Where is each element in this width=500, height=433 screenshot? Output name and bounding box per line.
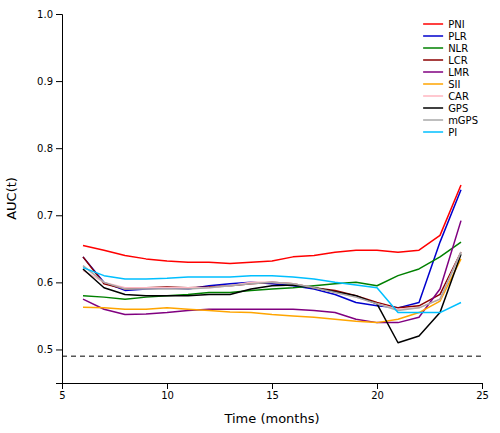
- y-tick: 0.7: [37, 210, 62, 221]
- legend-item: CAR: [423, 91, 469, 102]
- y-tick-mark: [56, 349, 62, 350]
- y-tick-label: 0.7: [37, 210, 53, 221]
- y-tick-mark: [56, 148, 62, 149]
- series-line: [83, 242, 461, 299]
- x-tick: 25: [476, 383, 489, 401]
- legend-label: mGPS: [448, 115, 478, 126]
- x-tick-mark: [272, 383, 273, 389]
- legend-swatch: [423, 131, 443, 133]
- y-tick: 0.9: [37, 76, 62, 87]
- chart-svg: 5 10 15 20 25 0.5 0.6 0.7 0.8 0.9 1.0 Time (months)…: [0, 0, 500, 433]
- plot-area: 5 10 15 20 25 0.5 0.6 0.7 0.8 0.9 1.0 Time (months)…: [4, 9, 489, 426]
- legend-label: CAR: [448, 91, 469, 102]
- legend-swatch: [423, 119, 443, 121]
- y-tick-label: 0.9: [37, 76, 53, 87]
- y-tick: 1.0: [37, 9, 62, 20]
- legend-item: LCR: [423, 55, 468, 66]
- y-tick: 0.5: [37, 344, 62, 355]
- legend-label: PLR: [448, 31, 467, 42]
- series-line: [83, 221, 461, 323]
- x-tick-label: 5: [59, 390, 65, 401]
- legend-swatch: [423, 95, 443, 97]
- x-tick: 15: [266, 383, 279, 401]
- y-tick-label: 1.0: [37, 9, 53, 20]
- legend-label: LCR: [448, 55, 468, 66]
- legend-item: SII: [423, 79, 460, 90]
- series-line: [83, 254, 461, 343]
- legend-item: NLR: [423, 43, 468, 54]
- y-tick-mark: [56, 14, 62, 15]
- x-tick: 5: [59, 383, 65, 401]
- y-axis-title: AUC(t): [4, 177, 19, 220]
- y-tick-mark: [56, 282, 62, 283]
- y-tick: 0.8: [37, 143, 62, 154]
- legend-swatch: [423, 23, 443, 25]
- legend-swatch: [423, 59, 443, 61]
- legend-item: mGPS: [423, 115, 478, 126]
- series-line: [83, 252, 461, 310]
- legend-item: PI: [423, 127, 457, 138]
- x-tick-label: 20: [371, 390, 384, 401]
- legend-item: GPS: [423, 103, 468, 114]
- y-tick-label: 0.6: [37, 277, 53, 288]
- x-tick-label: 10: [161, 390, 174, 401]
- legend-label: PNI: [448, 19, 464, 30]
- chart-container: 5 10 15 20 25 0.5 0.6 0.7 0.8 0.9 1.0 Time (months)…: [0, 0, 500, 433]
- legend-label: NLR: [448, 43, 468, 54]
- legend-item: LMR: [423, 67, 469, 78]
- x-tick-label: 25: [476, 390, 489, 401]
- legend-label: PI: [448, 127, 457, 138]
- x-tick-mark: [482, 383, 483, 389]
- legend-item: PNI: [423, 19, 464, 30]
- x-tick-label: 15: [266, 390, 279, 401]
- series-line: [83, 190, 461, 308]
- series-line: [83, 259, 461, 323]
- legend-label: LMR: [448, 67, 469, 78]
- legend-item: PLR: [423, 31, 467, 42]
- legend-label: SII: [448, 79, 460, 90]
- series-line: [83, 252, 461, 309]
- legend-swatch: [423, 71, 443, 73]
- x-tick-mark: [167, 383, 168, 389]
- legend-swatch: [423, 47, 443, 49]
- marks: [62, 185, 482, 356]
- legend-swatch: [423, 107, 443, 109]
- reference-line: [62, 356, 482, 357]
- series-line: [83, 185, 461, 263]
- y-tick-label: 0.8: [37, 143, 53, 154]
- y-tick-mark: [56, 81, 62, 82]
- y-axis: 0.5 0.6 0.7 0.8 0.9 1.0: [37, 9, 62, 384]
- y-tick-label: 0.5: [37, 344, 53, 355]
- y-axis-line: [56, 15, 63, 384]
- x-axis-title: Time (months): [223, 411, 319, 426]
- legend-swatch: [423, 35, 443, 37]
- x-axis: 5 10 15 20 25: [59, 383, 489, 401]
- x-tick: 20: [371, 383, 384, 401]
- series-line: [83, 252, 461, 308]
- x-axis-line: [63, 384, 483, 390]
- legend-swatch: [423, 83, 443, 85]
- x-tick: 10: [161, 383, 174, 401]
- series-line: [83, 268, 461, 313]
- x-tick-mark: [377, 383, 378, 389]
- legend: PNIPLRNLRLCRLMRSIICARGPSmGPSPI: [423, 19, 478, 138]
- y-tick-mark: [56, 215, 62, 216]
- legend-label: GPS: [448, 103, 468, 114]
- y-tick: 0.6: [37, 277, 62, 288]
